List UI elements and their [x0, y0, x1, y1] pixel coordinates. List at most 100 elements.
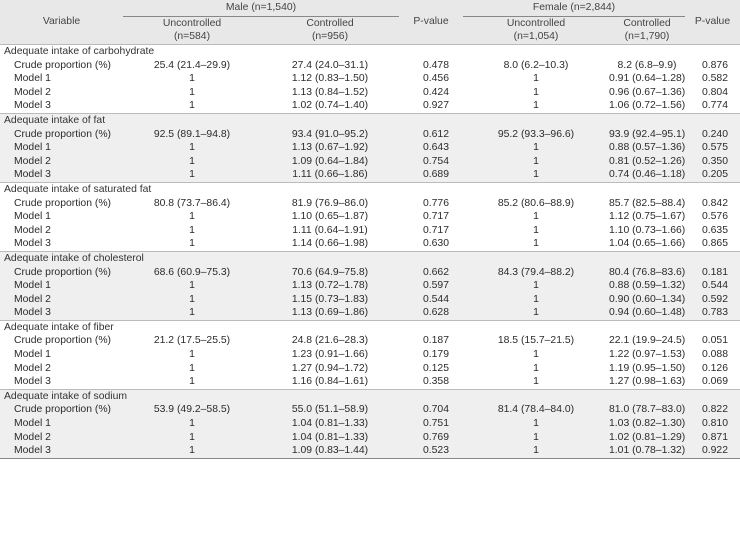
table-cell: 0.922 [685, 444, 740, 459]
table-cell: 1.09 (0.64–1.84) [261, 154, 399, 169]
table-cell: 0.597 [399, 279, 463, 293]
table-row: Crude proportion (%) 25.4 (21.4–29.9) 27.4… [0, 59, 740, 73]
row-label: Model 3 [14, 376, 51, 388]
table-cell: 0.592 [685, 292, 740, 307]
table-cell: 0.051 [701, 335, 728, 347]
table-cell: 1.14 (0.66–1.98) [291, 238, 369, 250]
table-cell: 1 [123, 444, 261, 459]
row-label: Crude proportion (%) [0, 127, 123, 142]
table-cell: 0.822 [685, 403, 740, 418]
table-cell: 1 [189, 376, 195, 388]
section-title: Adequate intake of carbohydrate [0, 43, 740, 59]
table-cell: 1 [123, 141, 261, 155]
table-cell: 0.456 [422, 73, 449, 85]
table-cell: 92.5 (89.1–94.8) [123, 127, 261, 142]
table-cell: 0.90 (0.60–1.34) [609, 292, 686, 307]
table-row: Model 2 1 1.27 (0.94–1.72) 0.125 1 1.19 (0.95… [0, 362, 740, 376]
section-title: Adequate intake of sodium [0, 388, 740, 404]
table-row: Crude proportion (%) 92.5 (89.1–94.8) 93.4… [0, 127, 740, 142]
table-cell: 1 [463, 279, 609, 293]
row-label: Model 3 [0, 168, 123, 183]
table-cell: 0.478 [422, 59, 449, 71]
male-group-header: Male (n=1,540) [123, 0, 399, 17]
table-cell: 1 [533, 86, 539, 98]
table-cell: 1.10 (0.73–1.66) [609, 224, 686, 236]
table-cell: 1.04 (0.81–1.33) [261, 417, 399, 431]
table-cell: 84.3 (79.4–88.2) [463, 265, 609, 280]
table-cell: 0.91 (0.64–1.28) [609, 73, 686, 85]
table-cell: 1 [463, 168, 609, 183]
table-cell: 1 [533, 362, 539, 374]
table-cell: 0.865 [701, 238, 728, 250]
table-cell: 0.088 [701, 349, 728, 361]
table-row: Model 1 1 1.13 (0.67–1.92) 0.643 1 0.88 (0.57… [0, 141, 740, 155]
table-cell: 0.612 [399, 127, 463, 142]
table-cell: 1.22 (0.97–1.53) [609, 349, 686, 361]
table-row: Model 1 1 1.04 (0.81–1.33) 0.751 1 1.03 (0.82… [0, 417, 740, 431]
table-cell: 1 [123, 168, 261, 183]
table-cell: 25.4 (21.4–29.9) [153, 59, 231, 71]
table-cell: 0.205 [685, 168, 740, 183]
table-cell: 1 [463, 444, 609, 459]
section-header-row: Adequate intake of cholesterol [0, 250, 740, 266]
section-title: Adequate intake of cholesterol [0, 250, 740, 266]
table-cell: 1.13 (0.84–1.52) [291, 86, 369, 98]
table-cell: 1 [463, 306, 609, 321]
table-cell: 53.9 (49.2–58.5) [123, 403, 261, 418]
male-controlled-label: Controlled [306, 18, 354, 29]
table-cell: 0.662 [399, 265, 463, 280]
table-cell: 1 [533, 238, 539, 250]
table-header: Variable Male (n=1,540) P-value Female (… [0, 0, 740, 45]
table-cell: 1 [189, 73, 195, 85]
table-row: Model 3 1 1.16 (0.84–1.61) 0.358 1 1.27 (0.98… [0, 375, 740, 389]
table-cell: 0.358 [422, 376, 449, 388]
table-cell: 1.27 (0.98–1.63) [609, 376, 686, 388]
row-label: Model 3 [14, 100, 51, 112]
table-cell: 1 [463, 417, 609, 431]
table-cell: 81.0 (78.7–83.0) [609, 403, 686, 418]
female-group-header: Female (n=2,844) [463, 0, 685, 17]
row-label: Crude proportion (%) [0, 403, 123, 418]
table-cell: 0.523 [399, 444, 463, 459]
table-row: Model 2 1 1.04 (0.81–1.33) 0.769 1 1.02 (0.81… [0, 430, 740, 445]
table-cell: 1.13 (0.67–1.92) [261, 141, 399, 155]
row-label: Model 1 [0, 141, 123, 155]
table-cell: 0.544 [685, 279, 740, 293]
table-cell: 0.96 (0.67–1.36) [609, 86, 686, 98]
table-cell: 1.13 (0.69–1.86) [261, 306, 399, 321]
table-cell: 1 [189, 362, 195, 374]
row-label: Model 2 [14, 362, 51, 374]
table-cell: 1.13 (0.72–1.78) [261, 279, 399, 293]
male-uncontrolled-n: (n=584) [173, 30, 211, 42]
section-header-row: Adequate intake of carbohydrate [0, 43, 740, 59]
table-cell: 0.704 [399, 403, 463, 418]
table-cell: 0.88 (0.59–1.32) [609, 279, 686, 293]
table-cell: 27.4 (24.0–31.1) [291, 59, 369, 71]
table-cell: 0.635 [701, 224, 728, 236]
table-cell: 0.582 [701, 73, 728, 85]
table-cell: 1 [123, 430, 261, 445]
table-cell: 0.88 (0.57–1.36) [609, 141, 686, 155]
table-cell: 1 [189, 224, 195, 236]
table-cell: 85.7 (82.5–88.4) [609, 197, 686, 209]
section-header-row: Adequate intake of saturated fat [0, 181, 740, 197]
table-cell: 0.575 [685, 141, 740, 155]
table-cell: 0.751 [399, 417, 463, 431]
table-cell: 24.8 (21.6–28.3) [291, 335, 369, 347]
male-uncontrolled-label: Uncontrolled [162, 18, 222, 29]
row-label: Model 2 [0, 430, 123, 445]
female-uncontrolled-label: Uncontrolled [506, 18, 566, 29]
table-cell: 1.01 (0.78–1.32) [609, 444, 685, 459]
table-cell: 85.2 (80.6–88.9) [497, 197, 575, 209]
table-cell: 0.628 [399, 306, 463, 321]
row-label: Model 1 [0, 417, 123, 431]
table-cell: 1.02 (0.74–1.40) [291, 100, 369, 112]
female-controlled-header: Controlled (n=1,790) [609, 16, 685, 45]
table-cell: 1.11 (0.66–1.86) [261, 168, 399, 183]
table-cell: 0.689 [399, 168, 463, 183]
table-body: Adequate intake of carbohydrate Crude pro… [0, 43, 740, 459]
table-cell: 1 [123, 306, 261, 321]
table-cell: 1.15 (0.73–1.83) [261, 292, 399, 307]
row-label: Model 1 [14, 73, 51, 85]
table-cell: 0.643 [399, 141, 463, 155]
